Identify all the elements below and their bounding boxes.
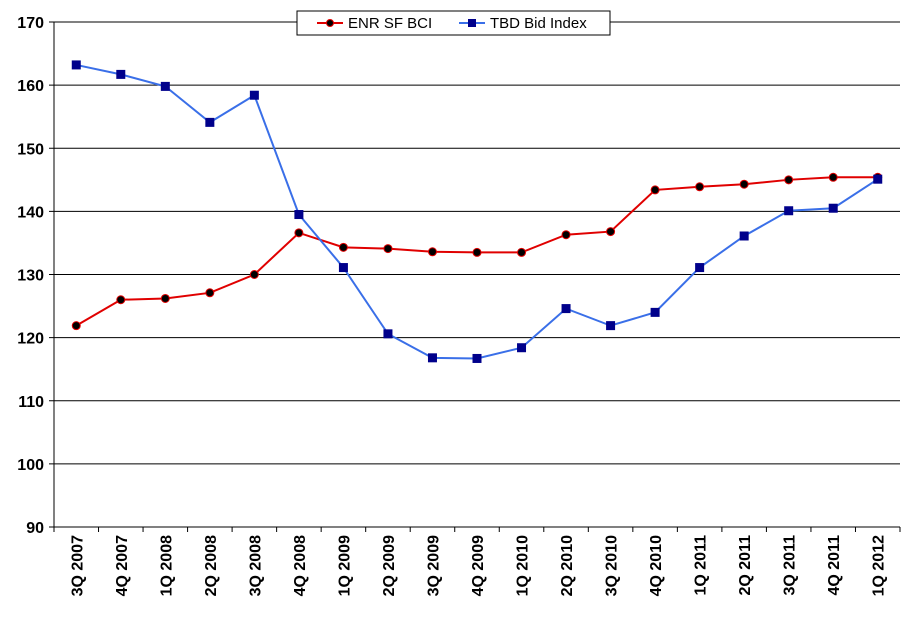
y-tick-label-160: 160 bbox=[17, 78, 44, 95]
series-0-point-5 bbox=[294, 228, 304, 238]
series-1-point-15 bbox=[739, 231, 749, 241]
series-1-point-13 bbox=[650, 307, 660, 317]
series-0-point-4 bbox=[249, 270, 259, 279]
series-0-point-3 bbox=[205, 288, 215, 298]
y-tick-label-100: 100 bbox=[17, 457, 44, 474]
series-1-point-1 bbox=[116, 69, 126, 79]
series-1-point-16 bbox=[784, 206, 794, 216]
x-tick-labels: 3Q 2007 4Q 2007 1Q 2008 2Q 2008 3Q 2008 4Q 20… bbox=[69, 535, 887, 596]
series-1-point-9 bbox=[472, 353, 482, 363]
series-1-point-17 bbox=[828, 203, 838, 213]
x-tick-label-15: 2Q 2011 bbox=[737, 535, 754, 596]
y-tick-label-110: 110 bbox=[18, 394, 44, 411]
series-0 bbox=[71, 172, 883, 331]
x-tick-label-2: 1Q 2008 bbox=[158, 535, 175, 596]
x-tick-label-14: 1Q 2011 bbox=[693, 535, 710, 596]
x-tick-label-4: 3Q 2008 bbox=[247, 535, 264, 596]
x-tick-label-16: 3Q 2011 bbox=[782, 535, 799, 596]
x-tick-label-10: 1Q 2010 bbox=[515, 535, 532, 596]
series-0-point-13 bbox=[650, 185, 660, 195]
x-tick-label-12: 3Q 2010 bbox=[604, 535, 621, 596]
series-0-point-9 bbox=[472, 247, 482, 257]
x-tick-label-7: 2Q 2009 bbox=[381, 535, 398, 596]
x-tick-label-8: 3Q 2009 bbox=[425, 535, 442, 596]
series bbox=[71, 60, 883, 363]
x-tick-label-18: 1Q 2012 bbox=[871, 535, 888, 596]
series-1-point-18 bbox=[873, 174, 883, 184]
legend-label-enr: ENR SF BCI bbox=[348, 15, 432, 32]
series-1-point-10 bbox=[517, 343, 527, 353]
series-0-point-14 bbox=[695, 182, 705, 192]
axes bbox=[49, 21, 901, 532]
legend-label-tbd: TBD Bid Index bbox=[490, 15, 587, 32]
series-1-point-3 bbox=[205, 117, 215, 127]
series-0-point-12 bbox=[606, 227, 616, 237]
series-1-point-6 bbox=[338, 263, 348, 273]
series-0-point-8 bbox=[427, 247, 437, 257]
x-tick-label-3: 2Q 2008 bbox=[203, 535, 220, 596]
y-tick-labels: 90 100 110 120 130 140 150 160 170 bbox=[17, 15, 44, 537]
series-1-point-7 bbox=[383, 329, 393, 339]
y-tick-label-140: 140 bbox=[17, 204, 44, 221]
series-0-point-6 bbox=[338, 242, 348, 252]
y-tick-label-150: 150 bbox=[17, 141, 44, 158]
y-tick-label-170: 170 bbox=[17, 15, 44, 32]
y-tick-label-90: 90 bbox=[26, 520, 44, 537]
x-tick-label-13: 4Q 2010 bbox=[648, 535, 665, 596]
x-tick-label-5: 4Q 2008 bbox=[292, 535, 309, 596]
series-0-point-1 bbox=[116, 295, 126, 305]
series-0-point-16 bbox=[784, 175, 794, 185]
series-1-point-14 bbox=[695, 263, 705, 273]
series-0-point-7 bbox=[383, 244, 393, 254]
series-0-point-10 bbox=[517, 247, 527, 257]
x-tick-label-1: 4Q 2007 bbox=[114, 535, 131, 596]
x-tick-label-6: 1Q 2009 bbox=[336, 535, 353, 596]
legend-marker-enr bbox=[326, 19, 334, 27]
series-1 bbox=[71, 60, 883, 363]
series-0-point-0 bbox=[71, 321, 81, 331]
series-0-point-11 bbox=[561, 230, 571, 240]
x-tick-label-0: 3Q 2007 bbox=[69, 535, 86, 596]
x-tick-label-11: 2Q 2010 bbox=[559, 535, 576, 596]
legend-box bbox=[296, 10, 611, 36]
series-0-point-15 bbox=[739, 179, 749, 189]
series-1-point-5 bbox=[294, 210, 304, 220]
x-tick-label-9: 4Q 2009 bbox=[470, 535, 487, 596]
x-tick-label-17: 4Q 2011 bbox=[826, 535, 843, 596]
series-1-point-11 bbox=[561, 304, 571, 314]
series-1-point-4 bbox=[249, 90, 259, 100]
y-tick-label-120: 120 bbox=[17, 331, 44, 348]
legend-marker-tbd bbox=[468, 19, 476, 27]
y-tick-label-130: 130 bbox=[17, 268, 44, 285]
gridlines bbox=[54, 21, 900, 465]
legend: ENR SF BCI TBD Bid Index bbox=[296, 10, 611, 36]
series-0-point-2 bbox=[160, 293, 170, 303]
series-1-point-12 bbox=[606, 321, 616, 331]
series-1-point-8 bbox=[427, 353, 437, 363]
series-0-point-17 bbox=[828, 172, 838, 182]
series-1-point-0 bbox=[71, 60, 81, 70]
series-1-point-2 bbox=[160, 81, 170, 91]
